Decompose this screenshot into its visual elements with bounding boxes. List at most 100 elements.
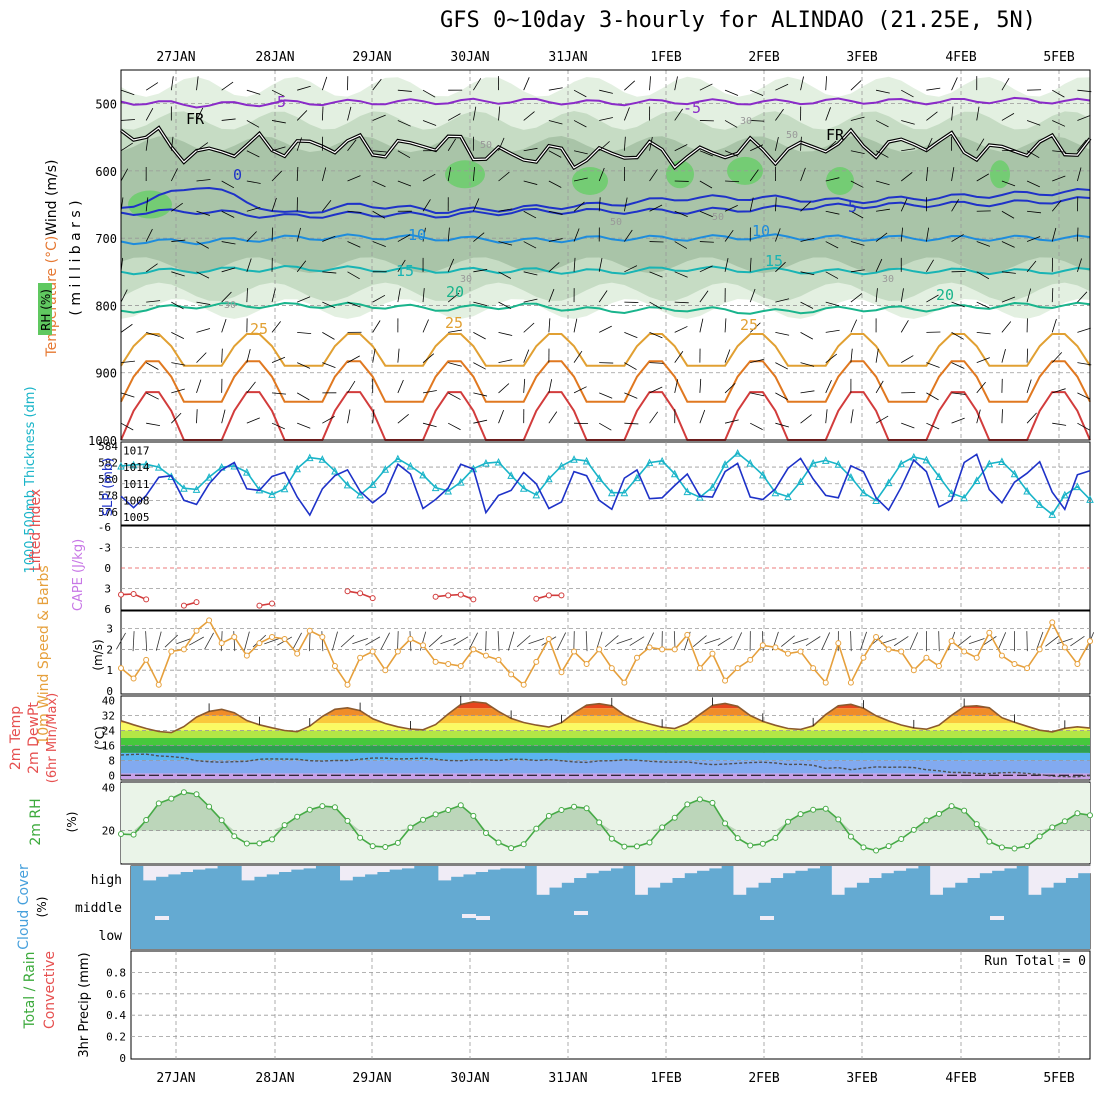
wind-speed-series-point xyxy=(772,644,779,651)
slp-series-point xyxy=(129,460,138,469)
wind-barb xyxy=(322,235,336,242)
wind-barb xyxy=(900,172,913,182)
lifted-index-series-point xyxy=(445,592,452,599)
wind-barb xyxy=(196,409,198,424)
y-tick-label: 582 xyxy=(98,457,118,470)
cloud-gap-high xyxy=(844,866,857,888)
wind-barb xyxy=(875,380,884,394)
wind-barb xyxy=(649,136,653,151)
temp2m-axis-label-1: 2m Temp xyxy=(8,706,24,770)
wind-barb-10m xyxy=(116,632,126,650)
temp-band xyxy=(121,708,1090,716)
wind-barb xyxy=(850,116,865,121)
lifted-index-series-point xyxy=(369,595,376,602)
temp2m-axis-label-2: 2m DewPt xyxy=(26,702,42,774)
wind-barb xyxy=(800,271,815,276)
wind-speed-series-point xyxy=(646,644,653,651)
wind-barb xyxy=(196,210,210,216)
cloud-gap-high xyxy=(794,866,808,871)
rh-high-blob xyxy=(990,160,1010,189)
contour-label: 5 xyxy=(848,198,857,216)
isotherm-line xyxy=(120,196,1091,219)
wind-barb xyxy=(321,167,327,182)
y-tick-label: -3 xyxy=(98,542,111,555)
slp-series-point xyxy=(117,461,125,470)
slp-series-point xyxy=(318,455,327,463)
slp-series-point xyxy=(532,490,541,499)
wind-speed-series-point xyxy=(495,656,502,663)
wind-speed-series-point xyxy=(873,633,880,640)
rh2m-series-point xyxy=(319,803,326,810)
wind-barb xyxy=(171,362,186,366)
wind-barb xyxy=(598,290,608,303)
wind-barb-10m xyxy=(704,638,721,645)
wind-barb xyxy=(548,288,555,303)
rh2m-series-point xyxy=(684,801,691,808)
rh2m-series-point xyxy=(545,812,552,819)
wind-barb xyxy=(825,301,840,307)
wind-barb-10m xyxy=(1056,638,1073,645)
wind-barb xyxy=(1077,327,1091,333)
thickness-axis-label: 1000-500mb Thickness (dm) xyxy=(23,386,38,573)
wind-barb xyxy=(146,422,161,427)
rh2m-series-point xyxy=(470,812,477,819)
rh2m-series-point xyxy=(797,811,804,818)
y-tick-label: 24 xyxy=(102,725,116,738)
slp-series-point xyxy=(595,474,604,482)
rh2m-series-point xyxy=(810,806,817,813)
cloud-gap-high xyxy=(598,866,611,871)
wind-barb xyxy=(473,301,488,307)
wind-speed-series-point xyxy=(722,677,729,684)
rh2m-series-point xyxy=(608,835,615,842)
rh2m-series-point xyxy=(508,845,515,852)
rh2m-series-point xyxy=(621,843,628,850)
date-label-top: 1FEB xyxy=(650,50,681,65)
wind-barb xyxy=(926,137,933,151)
wind-barb xyxy=(448,329,463,333)
rh-high-blob xyxy=(572,167,608,195)
y-tick-label: 576 xyxy=(98,506,118,519)
wind-barb xyxy=(145,82,159,91)
wind-barb xyxy=(1051,318,1057,333)
wind-barb xyxy=(800,362,815,367)
wind-barb xyxy=(1026,236,1041,242)
wind-barb xyxy=(750,120,765,122)
wind-barb xyxy=(246,258,252,272)
cloud-gap-high xyxy=(708,866,722,869)
slp-axis-label-group: SLP (mb) xyxy=(101,458,116,517)
wind-barb xyxy=(800,167,806,182)
wind-barb xyxy=(246,288,248,303)
wind-barb-10m xyxy=(397,631,399,652)
wind-barb xyxy=(976,381,986,394)
wind-speed-series-point xyxy=(130,675,137,682)
page-title: GFS 0~10day 3-hourly for ALINDAO (21.25E… xyxy=(440,8,1037,33)
wind-barb xyxy=(900,320,909,333)
wind-barb xyxy=(397,150,411,159)
wind-barb xyxy=(271,146,286,152)
wind-speed-series-point xyxy=(822,679,829,686)
y-tick-label: 3 xyxy=(106,623,113,636)
wind-barb xyxy=(145,107,154,121)
wind-speed-series-point xyxy=(835,640,842,647)
wind-barb xyxy=(498,208,513,212)
slp-series-point xyxy=(658,456,666,465)
wind-speed-series-point xyxy=(218,640,225,647)
wind-barb-10m xyxy=(176,637,192,645)
wind-barb xyxy=(472,106,477,121)
wind-barb xyxy=(775,261,786,273)
rh2m-series-point xyxy=(633,843,640,850)
temp-band xyxy=(121,752,1090,761)
wind-barb xyxy=(951,77,958,91)
wind-barb xyxy=(800,237,815,242)
wind-barb xyxy=(1001,296,1016,303)
rh-high-blob xyxy=(128,190,172,219)
temp2m-series xyxy=(120,700,1091,734)
slp-series-point xyxy=(922,455,931,464)
wind-barb xyxy=(297,296,311,303)
wind-speed-series-point xyxy=(558,669,565,676)
wind-barb xyxy=(573,201,585,212)
wind-barb xyxy=(850,241,865,246)
wind-barb xyxy=(750,89,764,97)
wind-label: Wind (m/s) xyxy=(44,159,60,235)
cloud-gap-high xyxy=(536,866,550,895)
